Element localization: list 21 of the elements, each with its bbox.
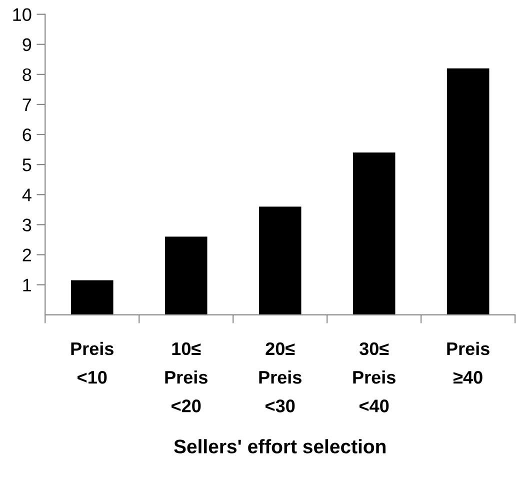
bar: [352, 152, 396, 315]
bar: [258, 206, 302, 315]
y-tick-label: 8: [22, 68, 32, 82]
y-tick-label: 10: [13, 8, 32, 22]
x-tick-label: 20≤ Preis <30: [259, 342, 302, 412]
y-tick-label: 5: [22, 158, 32, 172]
y-tick-label: 9: [22, 38, 32, 52]
bar: [164, 236, 208, 315]
y-tick-label: 1: [23, 278, 32, 292]
y-tick-label: 7: [22, 98, 32, 112]
y-tick-label: 6: [22, 128, 32, 142]
x-tick-label: 30≤ Preis <40: [353, 342, 396, 412]
bar: [70, 280, 114, 315]
x-tick-label: Preis <10: [71, 342, 114, 384]
x-tick-label: Preis ≥40: [447, 342, 490, 384]
y-tick-label: 2: [22, 248, 32, 262]
y-tick-label: 4: [22, 188, 32, 202]
x-axis-title: Sellers' effort selection: [174, 439, 386, 454]
bar: [446, 68, 490, 315]
y-tick-label: 3: [22, 218, 32, 232]
x-tick-label: 10≤ Preis <20: [165, 342, 208, 412]
